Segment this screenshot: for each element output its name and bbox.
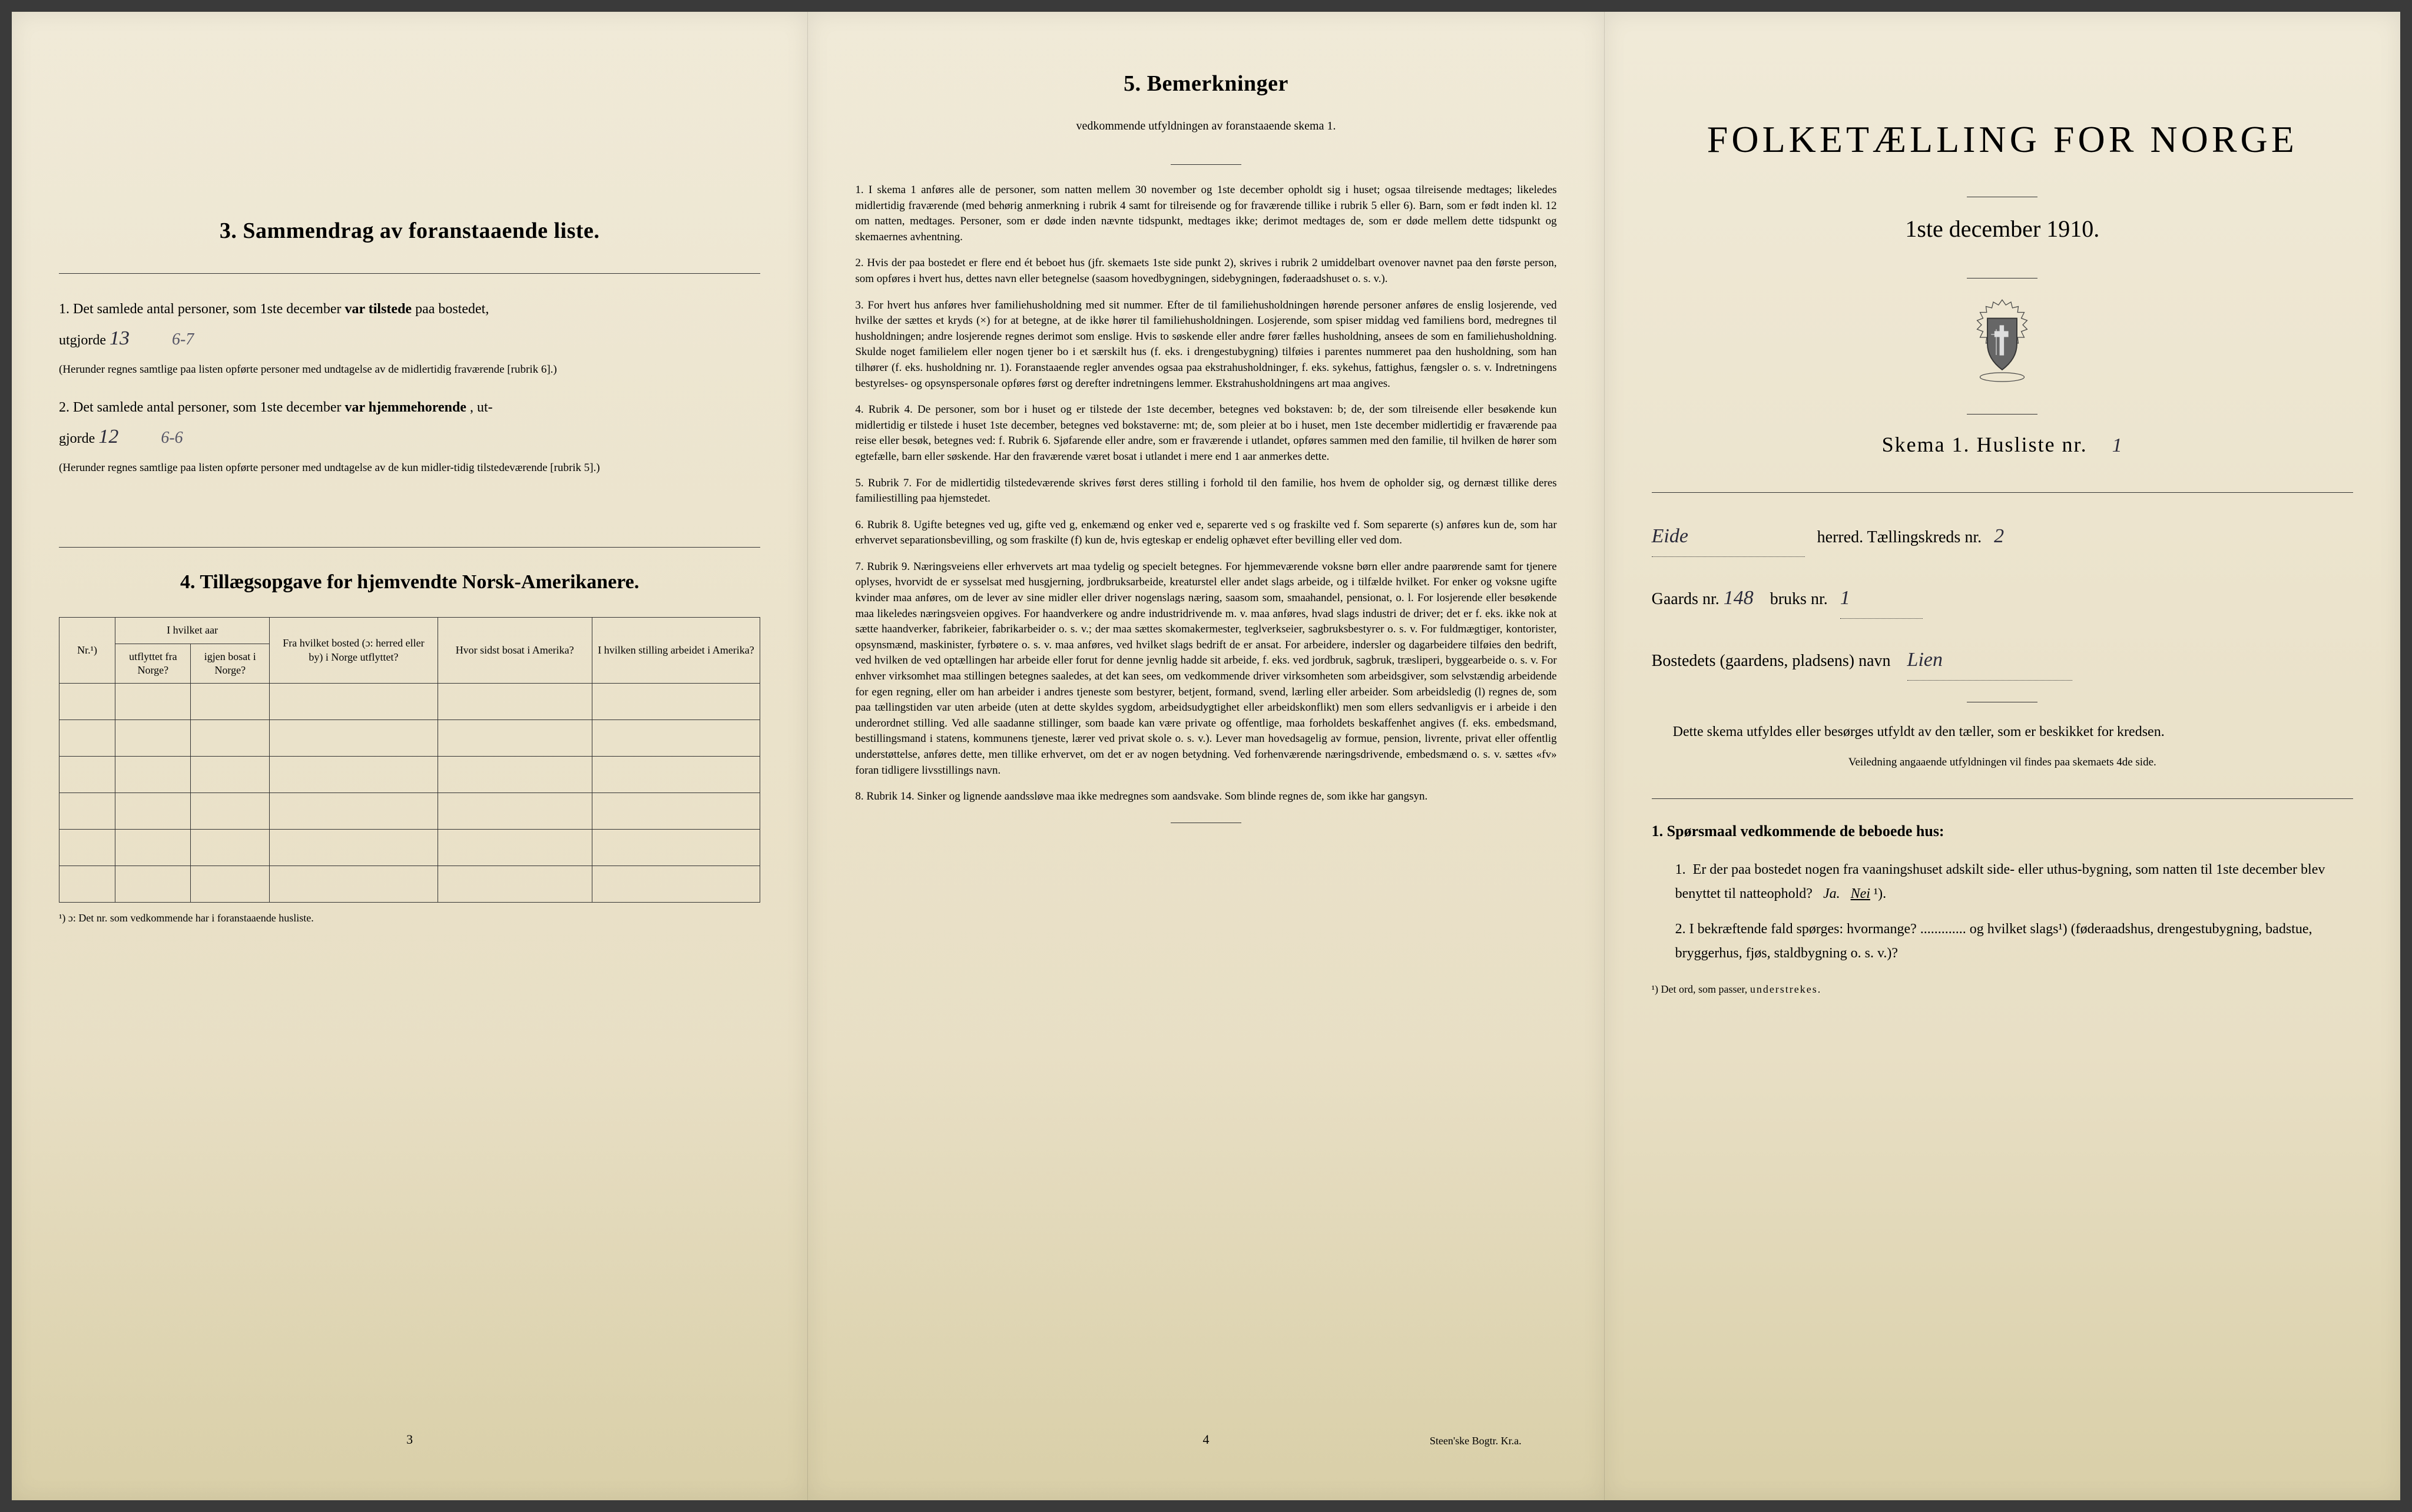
herred-label: herred. Tællingskreds nr. xyxy=(1817,528,1982,546)
gaards-nr: 148 xyxy=(1724,587,1754,609)
th-bosat: igjen bosat i Norge? xyxy=(191,644,270,684)
panel-right: FOLKETÆLLING FOR NORGE 1ste december 191… xyxy=(1605,12,2400,1500)
th-stilling: I hvilken stilling arbeidet i Amerika? xyxy=(592,618,760,684)
separator xyxy=(1652,798,2353,799)
kreds-nr: 2 xyxy=(1994,525,2004,547)
page-num-3: 3 xyxy=(406,1432,413,1447)
th-aar-header: I hvilket aar xyxy=(115,618,270,644)
separator xyxy=(1652,492,2353,493)
document-container: 3. Sammendrag av foranstaaende liste. 1.… xyxy=(12,12,2400,1500)
remark-8: 8. Rubrik 14. Sinker og lignende aandssl… xyxy=(855,789,1556,805)
bosted-hand: Lien xyxy=(1907,640,2072,681)
short-separator xyxy=(1171,164,1241,165)
separator xyxy=(59,547,760,548)
q-heading: 1. Spørsmaal vedkommende de beboede hus: xyxy=(1652,823,2353,840)
item2-hand2: 6-6 xyxy=(161,429,183,447)
item1-hand1: 13 xyxy=(110,327,130,349)
page-num-4: 4 xyxy=(1202,1432,1209,1447)
item2-hand1: 12 xyxy=(98,426,118,447)
bosted-field: Bostedets (gaardens, pladsens) navn Lien xyxy=(1652,640,2353,681)
panel-middle: 5. Bemerkninger vedkommende utfyldningen… xyxy=(808,12,1604,1500)
item2-fine: (Herunder regnes samtlige paa listen opf… xyxy=(59,460,760,477)
section-3-title: 3. Sammendrag av foranstaaende liste. xyxy=(59,218,760,244)
bruks-label: bruks nr. xyxy=(1770,590,1828,608)
footnote: ¹) Det ord, som passer, understrekes. xyxy=(1652,983,2353,996)
gaards-label: Gaards nr. xyxy=(1652,590,1719,608)
remark-5: 5. Rubrik 7. For de midlertidig tilstede… xyxy=(855,476,1556,507)
coat-of-arms-icon xyxy=(1964,296,2040,384)
footer-printer: Steen'ske Bogtr. Kr.a. xyxy=(1430,1435,1522,1447)
remark-1: 1. I skema 1 anføres alle de personer, s… xyxy=(855,183,1556,245)
herred-hand: Eide xyxy=(1652,516,1805,557)
skema-label: Skema 1. Husliste nr. xyxy=(1882,433,2088,456)
item1-line2-pre: utgjorde xyxy=(59,333,110,348)
instruction: Dette skema utfyldes eller besørges utfy… xyxy=(1652,720,2353,744)
item2-line2-pre: gjorde xyxy=(59,431,98,446)
th-nr: Nr.¹) xyxy=(59,618,115,684)
table-note: ¹) ɔ: Det nr. som vedkommende har i fora… xyxy=(59,912,760,924)
remark-4: 4. Rubrik 4. De personer, som bor i huse… xyxy=(855,402,1556,465)
remark-7: 7. Rubrik 9. Næringsveiens eller erhverv… xyxy=(855,559,1556,778)
th-bosted: Fra hvilket bosted (ɔ: herred eller by) … xyxy=(270,618,438,684)
gaards-field: Gaards nr. 148 bruks nr. 1 xyxy=(1652,578,2353,619)
th-utflyttet: utflyttet fra Norge? xyxy=(115,644,191,684)
question-2: 2. I bekræftende fald spørges: hvormange… xyxy=(1652,917,2353,966)
bosted-label: Bostedets (gaardens, pladsens) navn xyxy=(1652,652,1891,670)
husliste-nr: 1 xyxy=(2112,435,2123,456)
amerikanere-table: Nr.¹) I hvilket aar Fra hvilket bosted (… xyxy=(59,617,760,903)
main-title: FOLKETÆLLING FOR NORGE xyxy=(1652,118,2353,161)
main-subtitle: 1ste december 1910. xyxy=(1652,215,2353,243)
item2-post: , ut- xyxy=(470,400,493,415)
item1-post: paa bostedet, xyxy=(415,301,489,317)
remarks-list: 1. I skema 1 anføres alle de personer, s… xyxy=(855,183,1556,805)
instruction-small: Veiledning angaaende utfyldningen vil fi… xyxy=(1652,756,2353,769)
item-2: 2. Det samlede antal personer, som 1ste … xyxy=(59,396,760,476)
table-wrap: Nr.¹) I hvilket aar Fra hvilket bosted (… xyxy=(59,617,760,924)
skema-title: Skema 1. Husliste nr. 1 xyxy=(1652,432,2353,457)
remark-6: 6. Rubrik 8. Ugifte betegnes ved ug, gif… xyxy=(855,518,1556,549)
item1-hand2: 6-7 xyxy=(172,330,194,349)
section-4-title: 4. Tillægsopgave for hjemvendte Norsk-Am… xyxy=(59,571,760,593)
section-5-subtitle: vedkommende utfyldningen av foranstaaend… xyxy=(855,118,1556,135)
question-1: 1. Er der paa bostedet nogen fra vaaning… xyxy=(1652,858,2353,906)
remark-3: 3. For hvert hus anføres hver familiehus… xyxy=(855,298,1556,392)
short-separator xyxy=(1967,414,2037,415)
bruks-nr: 1 xyxy=(1840,578,1923,619)
section-5-title: 5. Bemerkninger xyxy=(855,71,1556,97)
item1-fine: (Herunder regnes samtlige paa listen opf… xyxy=(59,362,760,379)
herred-field: Eide herred. Tællingskreds nr. 2 xyxy=(1652,516,2353,557)
item-1: 1. Det samlede antal personer, som 1ste … xyxy=(59,297,760,378)
th-amerika: Hvor sidst bosat i Amerika? xyxy=(438,618,592,684)
panel-left: 3. Sammendrag av foranstaaende liste. 1.… xyxy=(12,12,808,1500)
nei-underlined: Nei xyxy=(1851,886,1870,901)
separator xyxy=(59,273,760,274)
item2-bold: var hjemmehorende xyxy=(345,400,466,415)
item1-bold: var tilstede xyxy=(345,301,412,317)
item2-pre: 2. Det samlede antal personer, som 1ste … xyxy=(59,400,345,415)
item1-pre: 1. Det samlede antal personer, som 1ste … xyxy=(59,301,345,317)
remark-2: 2. Hvis der paa bostedet er flere end ét… xyxy=(855,256,1556,287)
